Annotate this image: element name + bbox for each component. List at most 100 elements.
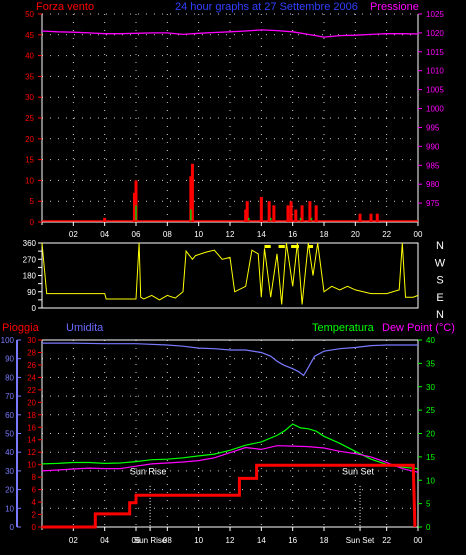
left-tick-label: 5 — [30, 197, 35, 206]
x-tick-label: 12 — [226, 536, 235, 545]
x-tick-label: 16 — [288, 536, 297, 545]
wind-bar — [244, 209, 248, 222]
wind-direction-line — [41, 242, 419, 305]
rain-axis-label: Pioggia — [2, 322, 40, 334]
rain-tick-label: 100 — [1, 336, 15, 345]
humidity-tick-label: 14 — [27, 436, 36, 445]
compass-label: E — [436, 292, 443, 304]
humidity-tick-label: 28 — [27, 348, 36, 357]
wind-bar — [308, 201, 312, 222]
direction-tick-label: 180 — [23, 272, 37, 281]
wind-bar — [358, 213, 362, 222]
temp-tick-label: 5 — [426, 500, 431, 509]
compass-label: N — [436, 240, 444, 252]
wind-pressure-panel: 0510152025303540455097598098599099510001… — [25, 10, 444, 239]
header-right-label: Pressione — [370, 1, 419, 13]
humidity-tick-label: 6 — [32, 486, 37, 495]
wind-bar — [314, 205, 318, 222]
right-tick-label: 1015 — [426, 48, 444, 57]
right-tick-label: 980 — [426, 180, 440, 189]
rain-tick-label: 30 — [5, 467, 14, 476]
left-tick-label: 50 — [25, 10, 34, 19]
x-tick-label: Sun Rise — [134, 536, 167, 545]
direction-tick-label: 270 — [23, 255, 37, 264]
right-tick-label: 995 — [426, 123, 440, 132]
x-tick-label: 20 — [351, 230, 360, 239]
humidity-tick-label: 18 — [27, 411, 36, 420]
left-tick-label: 25 — [25, 114, 34, 123]
humidity-tick-label: 2 — [32, 511, 37, 520]
humidity-tick-label: 12 — [27, 448, 36, 457]
left-tick-label: 10 — [25, 176, 34, 185]
wind-bar — [267, 201, 271, 222]
x-tick-label: 06 — [132, 536, 141, 545]
x-tick-label: 08 — [163, 230, 172, 239]
direction-burst — [278, 245, 285, 248]
x-tick-label: 18 — [320, 230, 329, 239]
direction-burst — [308, 245, 314, 248]
rain-tick-label: 90 — [5, 355, 14, 364]
rain-humidity-temperature-panel: 0102030405060708090100024681012141618202… — [1, 336, 436, 545]
x-tick-label: 00 — [414, 230, 423, 239]
x-tick-label: 02 — [69, 230, 78, 239]
humidity-axis-label: Umidita — [66, 322, 104, 334]
rain-tick-label: 0 — [10, 523, 15, 532]
x-tick-label: 04 — [100, 230, 109, 239]
header-title: 24 hour graphs at 27 Settembre 2006 — [175, 1, 358, 13]
wind-bar — [272, 205, 276, 222]
wind-bar — [189, 176, 193, 222]
x-tick-label: 16 — [288, 230, 297, 239]
rain-line — [42, 463, 417, 529]
temp-tick-label: 15 — [426, 453, 435, 462]
humidity-tick-label: 22 — [27, 386, 36, 395]
right-tick-label: 1020 — [426, 29, 444, 38]
left-tick-label: 40 — [25, 52, 34, 61]
left-tick-label: 35 — [25, 72, 34, 81]
sunset-label: Sun Set — [342, 467, 375, 477]
rain-tick-label: 60 — [5, 411, 14, 420]
humidity-tick-label: 10 — [27, 461, 36, 470]
humidity-tick-label: 26 — [27, 361, 36, 370]
humidity-tick-label: 30 — [27, 336, 36, 345]
x-tick-label: 04 — [100, 536, 109, 545]
rain-tick-label: 10 — [5, 504, 14, 513]
right-tick-label: 1000 — [426, 105, 444, 114]
rain-tick-label: 40 — [5, 448, 14, 457]
direction-tick-label: 0 — [32, 304, 37, 313]
x-tick-label: Sun Set — [346, 536, 375, 545]
direction-burst — [264, 245, 271, 248]
wind-bar — [103, 217, 107, 222]
humidity-tick-label: 0 — [32, 523, 37, 532]
compass-label: S — [436, 275, 443, 287]
gust-bar — [269, 217, 272, 222]
direction-tick-label: 360 — [23, 239, 37, 248]
wind-bar — [369, 213, 373, 222]
gust-bar — [310, 217, 313, 222]
wind-bar — [294, 209, 298, 222]
rain-tick-label: 20 — [5, 486, 14, 495]
x-tick-label: 14 — [257, 230, 266, 239]
x-tick-label: 14 — [257, 536, 266, 545]
pressure-line — [41, 29, 419, 38]
gust-bar — [299, 217, 302, 222]
x-tick-label: 12 — [226, 230, 235, 239]
direction-tick-label: 90 — [27, 288, 36, 297]
wind-bar — [259, 197, 263, 222]
x-tick-label: 10 — [194, 230, 203, 239]
right-tick-label: 1005 — [426, 86, 444, 95]
right-tick-label: 985 — [426, 161, 440, 170]
wind-bar — [375, 213, 379, 222]
left-tick-label: 0 — [30, 218, 35, 227]
temp-tick-label: 35 — [426, 359, 435, 368]
rain-tick-label: 50 — [5, 430, 14, 439]
wind-bar — [300, 205, 304, 222]
x-tick-label: 02 — [69, 536, 78, 545]
wind-bar — [289, 201, 293, 222]
sunrise-label: Sun Rise — [130, 467, 167, 477]
compass-label: N — [436, 309, 444, 321]
temp-tick-label: 25 — [426, 406, 435, 415]
x-tick-label: 18 — [320, 536, 329, 545]
humidity-line — [42, 342, 418, 377]
